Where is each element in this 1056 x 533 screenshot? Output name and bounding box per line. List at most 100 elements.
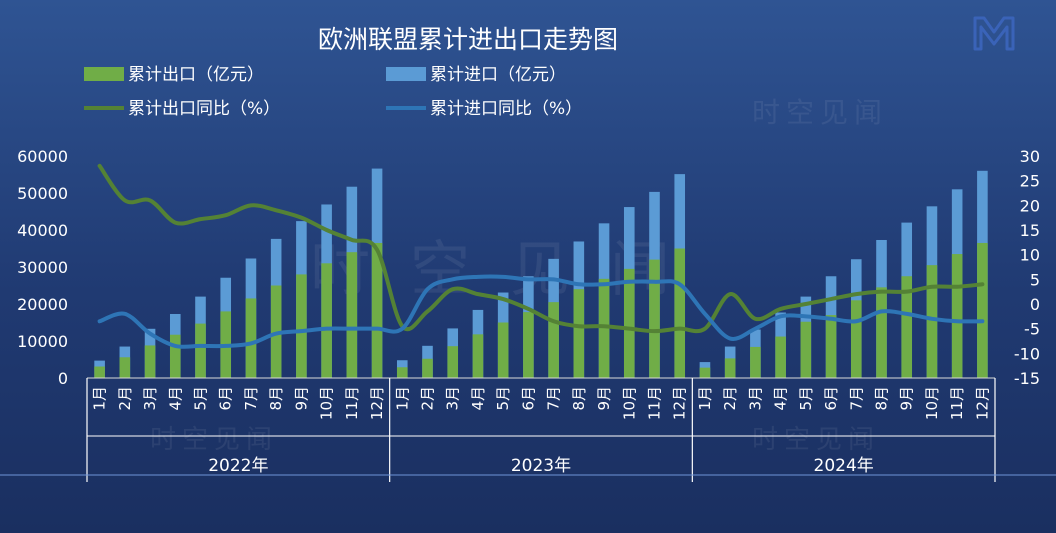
- y-tick-label: 60000: [17, 147, 68, 166]
- y-tick-label: 20000: [17, 295, 68, 314]
- watermark-text: 时空见闻: [310, 235, 710, 305]
- x-tick-label: 4月: [469, 386, 487, 411]
- y-tick-label: 10000: [17, 332, 68, 351]
- x-tick-label: 5月: [494, 386, 512, 411]
- bar-export: [94, 366, 105, 378]
- y-axis-left: 0 10000 20000 30000 40000 50000 60000: [17, 147, 68, 388]
- x-tick-label: 7月: [545, 386, 563, 411]
- bar-export: [144, 345, 156, 378]
- bar-export: [926, 265, 938, 378]
- x-tick-label: 9月: [292, 386, 310, 411]
- bar-export: [447, 346, 459, 378]
- x-group-label: 2024年: [814, 456, 874, 476]
- bar-export: [396, 367, 408, 378]
- bar-export: [901, 276, 913, 378]
- x-tick-label: 8月: [570, 386, 588, 411]
- x-group-label: 2022年: [208, 456, 268, 476]
- bar-export: [472, 334, 484, 378]
- y2-tick-label: -10: [1014, 344, 1040, 363]
- bar-export: [775, 336, 786, 378]
- x-tick-label: 4月: [772, 386, 790, 411]
- watermark-text: 时空见闻: [752, 425, 880, 455]
- lines-layer: [97, 163, 985, 349]
- chart-title: 欧洲联盟累计进出口走势图: [317, 25, 618, 54]
- x-tick-label: 10月: [620, 386, 638, 420]
- x-tick-label: 10月: [318, 386, 336, 420]
- x-tick-label: 12月: [973, 386, 991, 420]
- line-export-yoy: [97, 163, 985, 334]
- x-tick-label: 5月: [797, 386, 815, 411]
- bar-export: [977, 242, 988, 378]
- bar-export: [850, 300, 862, 378]
- x-tick-label: 4月: [166, 386, 184, 411]
- bar-export: [346, 252, 358, 378]
- y-tick-label: 30000: [17, 258, 68, 277]
- bar-export: [674, 248, 686, 378]
- x-tick-label: 11月: [646, 386, 664, 420]
- x-tick-label: 7月: [847, 386, 865, 411]
- x-tick-label: 12月: [368, 386, 386, 420]
- y2-tick-label: 30: [1020, 147, 1040, 166]
- x-axis: 1月 2月 3月 4月 5月 6月 7月 8月 9月 10月 11月 12月 1月 2月 3月 4月 5月 6月 7…: [0, 377, 1056, 482]
- x-tick-label: 11月: [948, 386, 966, 420]
- bar-export: [422, 358, 433, 378]
- legend-label-0: 累计出口（亿元）: [128, 65, 264, 85]
- x-tick-label: 8月: [873, 386, 891, 411]
- y2-tick-label: 10: [1020, 246, 1040, 265]
- line-import-yoy: [97, 274, 985, 349]
- legend-label-1: 累计进口（亿元）: [430, 65, 566, 85]
- x-tick-label: 3月: [444, 386, 462, 411]
- x-tick-label: 9月: [898, 386, 916, 411]
- y-axis-right: -15 -10 -5 0 5 10 15 20 25 30: [1014, 147, 1040, 388]
- y2-tick-label: 5: [1030, 270, 1040, 289]
- x-group-label: 2023年: [511, 456, 571, 476]
- y2-tick-label: 25: [1020, 172, 1040, 191]
- x-tick-label: 7月: [242, 386, 260, 411]
- x-tick-label: 2月: [721, 386, 739, 411]
- brand-logo-icon: [973, 16, 1015, 51]
- legend-label-2: 累计出口同比（%）: [128, 99, 280, 119]
- bars-layer: [94, 168, 988, 378]
- y-tick-label: 40000: [17, 221, 68, 240]
- y2-tick-label: -5: [1024, 320, 1040, 339]
- watermark-text: 时空见闻: [150, 425, 278, 455]
- y-tick-label: 50000: [17, 184, 68, 203]
- bar-export: [523, 312, 534, 378]
- x-tick-label: 6月: [822, 386, 840, 411]
- bar-export: [649, 259, 660, 378]
- x-tick-label: 1月: [393, 386, 411, 411]
- bar-export: [119, 357, 131, 378]
- y2-tick-label: -15: [1014, 369, 1040, 388]
- watermark-text: 时空见闻: [752, 96, 888, 129]
- x-tick-label: 3月: [141, 386, 159, 411]
- x-tick-label: 12月: [671, 386, 689, 420]
- x-tick-label: 11月: [343, 386, 361, 420]
- bar-export: [750, 346, 761, 378]
- x-tick-label: 6月: [217, 386, 235, 411]
- y-tick-label: 0: [58, 369, 68, 388]
- bar-export: [548, 302, 559, 378]
- bar-export: [825, 315, 837, 378]
- x-tick-label: 9月: [595, 386, 613, 411]
- bar-export: [245, 298, 257, 378]
- bar-export: [321, 263, 332, 378]
- bar-export: [497, 322, 509, 378]
- legend-label-3: 累计进口同比（%）: [430, 99, 582, 119]
- x-tick-label: 3月: [746, 386, 764, 411]
- x-tick-label: 8月: [267, 386, 285, 411]
- bar-export: [876, 287, 887, 378]
- bar-export: [598, 278, 610, 378]
- bar-export: [724, 358, 736, 378]
- bar-export: [573, 289, 585, 378]
- x-tick-label: 10月: [923, 386, 941, 420]
- bar-export: [951, 254, 963, 378]
- bar-export: [169, 334, 181, 378]
- y2-tick-label: 20: [1020, 196, 1040, 215]
- legend-swatch-0: [84, 67, 124, 81]
- bar-export: [699, 367, 711, 378]
- bar-export: [371, 242, 383, 378]
- bar-export: [195, 323, 206, 378]
